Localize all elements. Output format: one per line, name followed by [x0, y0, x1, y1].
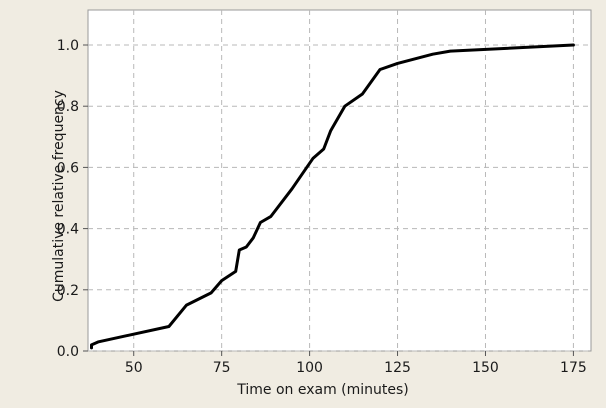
data-point: [311, 157, 315, 160]
data-point: [245, 245, 248, 249]
data-point: [234, 270, 237, 273]
data-point: [90, 346, 93, 350]
data-point: [572, 43, 575, 47]
data-point: [238, 248, 241, 252]
x-tick-label: 125: [384, 360, 411, 376]
series-points: [90, 43, 575, 350]
data-point: [290, 187, 294, 191]
data-point: [220, 279, 223, 282]
data-point: [449, 49, 452, 53]
series-line: [90, 43, 575, 350]
data-point: [343, 105, 346, 108]
y-axis-ticks: 0.0 0.2 0.4 0.6 0.8 1.0: [57, 38, 88, 360]
x-tick-label: 50: [125, 360, 143, 376]
data-point: [185, 303, 188, 307]
y-tick-label: 0.4: [57, 222, 79, 238]
plot-area: [87, 9, 592, 352]
data-point: [329, 129, 332, 132]
y-tick-label: 0.6: [57, 160, 79, 176]
data-point: [396, 62, 399, 65]
data-point: [167, 325, 171, 328]
data-point: [361, 92, 364, 96]
data-point: [378, 68, 382, 71]
x-tick-label: 175: [560, 360, 587, 376]
data-point: [269, 215, 273, 218]
data-point: [322, 147, 325, 151]
x-tick-label: 75: [213, 360, 231, 376]
grid-lines: [88, 10, 591, 352]
data-point: [90, 343, 93, 347]
data-point: [259, 221, 262, 224]
y-tick-label: 1.0: [57, 38, 79, 54]
data-point: [431, 52, 434, 56]
x-axis-label: Time on exam (minutes): [236, 382, 409, 398]
x-tick-label: 100: [296, 360, 323, 376]
y-axis-label: Cumulative relative frequency: [51, 90, 67, 302]
x-axis-ticks: 50 75 100 125 150 175: [125, 351, 587, 376]
data-point: [97, 340, 100, 344]
y-tick-label: 0.2: [57, 283, 79, 299]
x-tick-label: 150: [472, 360, 499, 376]
data-point: [209, 291, 213, 295]
y-tick-label: 0.0: [57, 344, 79, 360]
data-point: [252, 236, 255, 239]
y-tick-label: 0.8: [57, 99, 79, 115]
